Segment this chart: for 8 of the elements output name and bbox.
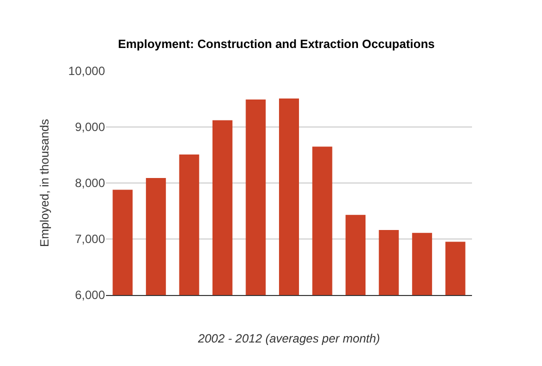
y-axis-title: Employed, in thousands <box>38 118 52 248</box>
y-tick-label: 7,000 <box>74 232 106 246</box>
y-tick-label: 8,000 <box>74 176 106 190</box>
y-tick-label: 6,000 <box>74 288 106 302</box>
x-axis-title: 2002 - 2012 (averages per month) <box>196 331 380 346</box>
chart-title: Employment: Construction and Extraction Occupations <box>118 37 436 52</box>
y-tick-label: 9,000 <box>74 120 106 134</box>
y-tick-label: 10,000 <box>68 64 106 78</box>
